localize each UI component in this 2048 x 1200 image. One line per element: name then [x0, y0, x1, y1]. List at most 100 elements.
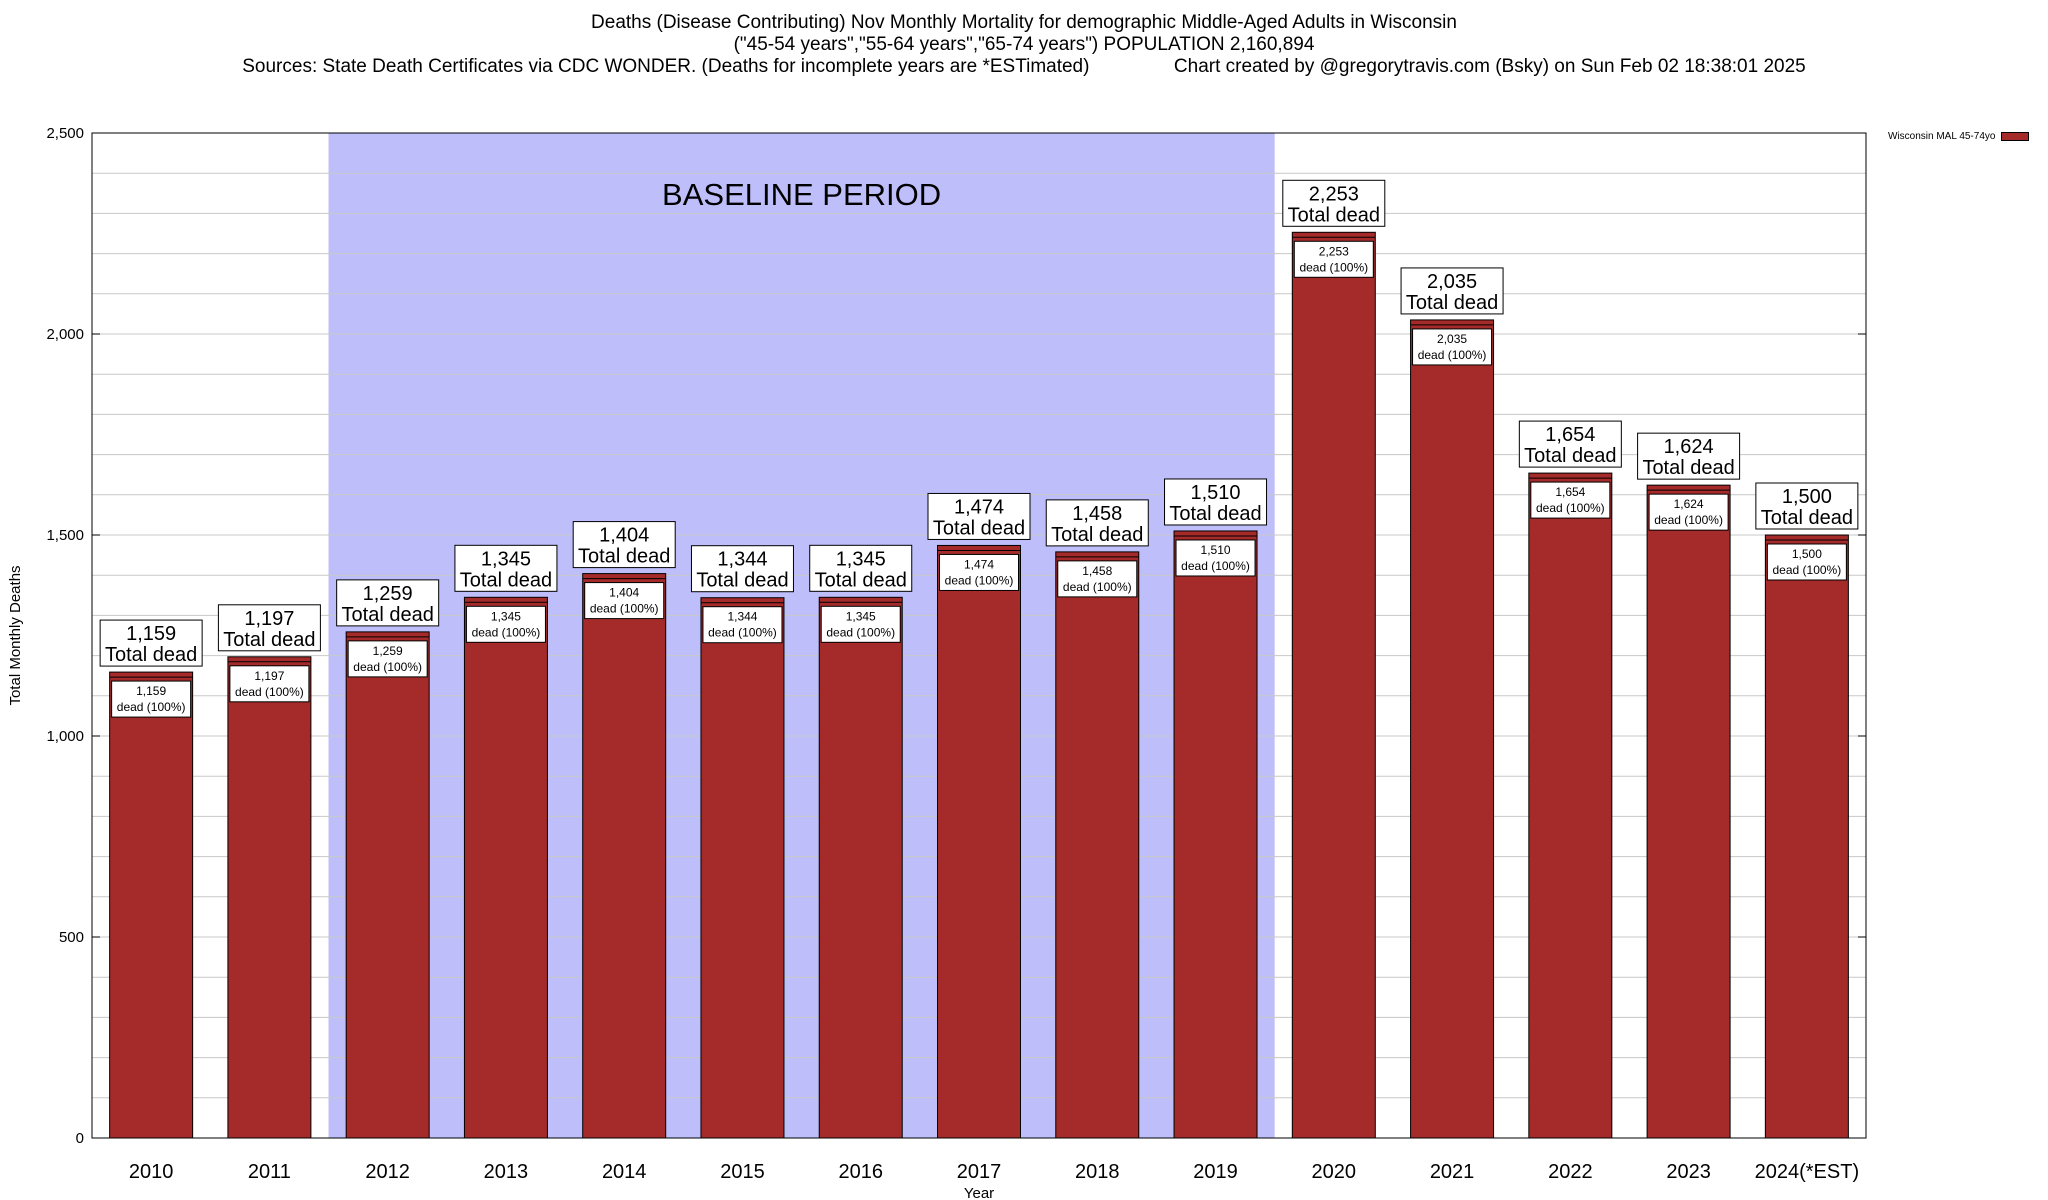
total-value-label: 1,197 — [244, 608, 294, 630]
inner-label-box — [702, 606, 783, 644]
inner-value-label: 1,624 — [1674, 497, 1704, 511]
x-tick-label: 2020 — [1312, 1161, 1357, 1183]
bar — [227, 656, 312, 1139]
baseline-period-label: BASELINE PERIOD — [662, 177, 941, 212]
bar — [937, 544, 1021, 1139]
total-dead-label: Total dead — [578, 546, 670, 568]
legend-swatch — [2001, 132, 2030, 141]
y-tick-label: 2,000 — [46, 326, 84, 343]
total-dead-label: Total dead — [1288, 204, 1380, 226]
inner-value-label: 1,344 — [727, 610, 757, 624]
inner-label-box — [1412, 328, 1493, 366]
inner-label-box — [1175, 539, 1256, 577]
total-value-label: 2,035 — [1427, 271, 1477, 293]
total-value-label: 1,474 — [954, 496, 1004, 518]
total-value-label: 1,344 — [717, 549, 767, 571]
total-value-label: 1,458 — [1072, 503, 1122, 525]
total-dead-label: Total dead — [342, 604, 434, 626]
inner-label-box — [1648, 493, 1729, 531]
x-tick-label: 2019 — [1193, 1161, 1238, 1183]
inner-percent-label: dead (100%) — [1654, 513, 1723, 527]
total-value-label: 1,159 — [126, 623, 176, 645]
inner-label-box — [1293, 240, 1374, 278]
x-tick-label: 2016 — [838, 1161, 883, 1183]
total-value-label: 1,500 — [1782, 486, 1832, 508]
inner-label-box — [1057, 560, 1138, 598]
total-value-label: 1,510 — [1191, 482, 1241, 504]
bar — [1764, 534, 1849, 1139]
inner-value-label: 2,035 — [1437, 332, 1467, 346]
inner-value-label: 1,654 — [1555, 485, 1585, 499]
inner-value-label: 2,253 — [1319, 244, 1349, 258]
total-dead-label: Total dead — [1761, 507, 1853, 529]
bar — [700, 597, 785, 1139]
chart-title-block: Deaths (Disease Contributing) Nov Monthl… — [0, 12, 2048, 78]
inner-label-box — [347, 640, 428, 678]
total-label-box — [809, 544, 913, 592]
total-label-box — [1400, 267, 1504, 315]
inner-label-box — [1530, 481, 1611, 519]
x-tick-label: 2018 — [1075, 1161, 1120, 1183]
total-dead-label: Total dead — [1051, 524, 1143, 546]
inner-value-label: 1,458 — [1082, 564, 1112, 578]
total-label-box — [1637, 432, 1741, 480]
bar — [818, 596, 903, 1139]
x-tick-label: 2012 — [365, 1161, 410, 1183]
inner-percent-label: dead (100%) — [590, 602, 659, 616]
inner-value-label: 1,197 — [254, 669, 284, 683]
total-dead-label: Total dead — [696, 570, 788, 592]
x-axis-title: Year — [964, 1185, 994, 1200]
total-value-label: 1,259 — [363, 583, 413, 605]
inner-value-label: 1,474 — [964, 557, 994, 571]
inner-percent-label: dead (100%) — [1063, 580, 1132, 594]
bar — [1410, 319, 1495, 1139]
bar — [1055, 551, 1140, 1139]
inner-percent-label: dead (100%) — [235, 685, 304, 699]
inner-label-box — [820, 605, 901, 643]
inner-percent-label: dead (100%) — [826, 625, 895, 639]
y-tick-label: 1,000 — [46, 728, 84, 745]
inner-label-box — [1766, 543, 1847, 581]
inner-percent-label: dead (100%) — [1299, 260, 1368, 274]
legend: Wisconsin MAL 45-74yo — [1888, 131, 2030, 142]
inner-label-box — [111, 680, 192, 718]
x-tick-label: 2013 — [484, 1161, 529, 1183]
inner-percent-label: dead (100%) — [945, 573, 1014, 587]
bar — [1528, 472, 1613, 1139]
inner-value-label: 1,345 — [491, 609, 521, 623]
inner-value-label: 1,259 — [373, 644, 403, 658]
inner-label-box — [465, 605, 546, 643]
total-dead-label: Total dead — [1406, 292, 1498, 314]
inner-percent-label: dead (100%) — [117, 700, 186, 714]
total-label-box — [99, 619, 203, 667]
inner-percent-label: dead (100%) — [1773, 563, 1842, 577]
y-axis-title: Total Monthly Deaths — [7, 565, 24, 705]
inner-percent-label: dead (100%) — [472, 625, 541, 639]
inner-percent-label: dead (100%) — [353, 660, 422, 674]
y-tick-label: 1,500 — [46, 527, 84, 544]
bar — [345, 631, 430, 1139]
total-value-label: 1,345 — [836, 548, 886, 570]
total-value-label: 1,654 — [1545, 424, 1595, 446]
y-tick-label: 2,500 — [46, 125, 84, 142]
chart-title: Deaths (Disease Contributing) Nov Monthl… — [591, 12, 1457, 33]
total-label-box — [454, 544, 558, 592]
bar — [1291, 231, 1376, 1139]
total-value-label: 2,253 — [1309, 183, 1359, 205]
y-tick-label: 500 — [59, 929, 84, 946]
x-tick-label: 2023 — [1666, 1161, 1711, 1183]
x-tick-label: 2021 — [1430, 1161, 1475, 1183]
inner-label-box — [229, 665, 310, 703]
total-label-box — [217, 604, 321, 652]
x-tick-label: 2014 — [602, 1161, 647, 1183]
x-tick-label: 2010 — [129, 1161, 174, 1183]
total-dead-label: Total dead — [933, 517, 1025, 539]
inner-percent-label: dead (100%) — [1418, 348, 1487, 362]
total-value-label: 1,345 — [481, 548, 531, 570]
inner-label-box — [939, 553, 1019, 591]
chart-source-line: Sources: State Death Certificates via CD… — [242, 56, 1806, 77]
bar — [463, 596, 548, 1139]
inner-value-label: 1,500 — [1792, 547, 1822, 561]
bar — [109, 671, 194, 1139]
